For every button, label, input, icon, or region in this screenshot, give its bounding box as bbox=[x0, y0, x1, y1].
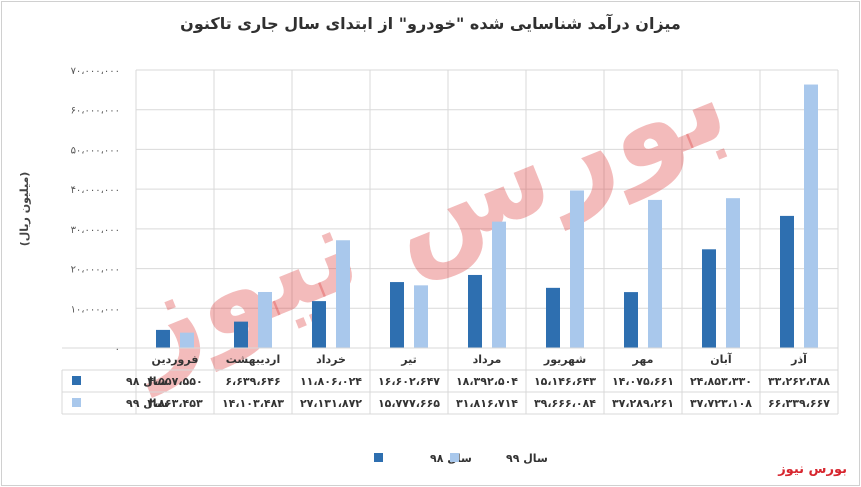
bar-series-99 bbox=[726, 198, 740, 348]
bar-series-99 bbox=[570, 190, 584, 348]
x-category-label: اردیبهشت bbox=[226, 353, 280, 366]
bar-series-98 bbox=[702, 249, 716, 348]
table-data-cell: ۱۴،۱۰۳،۴۸۳ bbox=[222, 397, 284, 410]
y-axis-label: (میلیون ریال) bbox=[18, 172, 31, 247]
x-category-label: تیر bbox=[400, 353, 416, 366]
table-series-name: سال ۹۹ bbox=[126, 397, 168, 410]
bar-series-98 bbox=[546, 287, 560, 348]
y-tick-label: ۷۰،۰۰۰،۰۰۰ bbox=[71, 66, 120, 77]
y-tick-label: ۴۰،۰۰۰،۰۰۰ bbox=[71, 185, 120, 196]
table-data-cell: ۳۱،۸۱۶،۷۱۴ bbox=[456, 397, 518, 410]
bar-series-98 bbox=[468, 274, 482, 348]
table-data-cell: ۱۴،۰۷۵،۶۶۱ bbox=[612, 375, 674, 388]
table-data-cell: ۶،۶۳۹،۶۴۶ bbox=[225, 375, 280, 388]
table-data-cell: ۲۴،۸۵۳،۳۳۰ bbox=[690, 375, 752, 388]
y-tick-label: ۲۰،۰۰۰،۰۰۰ bbox=[71, 265, 120, 276]
bar-series-99 bbox=[336, 240, 350, 348]
bar-series-98 bbox=[312, 301, 326, 348]
table-data-cell: ۶۶،۳۳۹،۶۶۷ bbox=[768, 397, 830, 410]
table-series-name: سال ۹۸ bbox=[126, 375, 168, 388]
table-data-cell: ۱۵،۱۴۶،۶۴۳ bbox=[534, 375, 596, 388]
table-data-cell: ۲۷،۱۳۱،۸۷۲ bbox=[300, 397, 362, 410]
x-category-label: آذر bbox=[790, 352, 807, 366]
chart-title: میزان درآمد شناسایی شده "خودرو" از ابتدا… bbox=[180, 14, 681, 33]
y-tick-label: ۳۰،۰۰۰،۰۰۰ bbox=[71, 225, 120, 236]
bar-series-99 bbox=[804, 84, 818, 349]
x-category-label: خرداد bbox=[316, 353, 346, 366]
y-tick-label: ۰ bbox=[115, 344, 120, 355]
x-category-label: فروردین bbox=[152, 353, 199, 366]
table-data-cell: ۱۱،۸۰۶،۰۲۴ bbox=[300, 375, 362, 388]
table-data-cell: ۳۷،۷۲۳،۱۰۸ bbox=[690, 397, 752, 410]
bar-series-99 bbox=[258, 291, 272, 348]
x-category-label: مهر bbox=[632, 353, 654, 366]
table-data-cell: ۴،۵۵۷،۵۵۰ bbox=[147, 375, 202, 388]
y-tick-label: ۶۰،۰۰۰،۰۰۰ bbox=[71, 106, 120, 117]
table-data-cell: ۳،۸۶۳،۴۵۳ bbox=[147, 397, 203, 410]
table-series-swatch bbox=[72, 398, 81, 407]
table-data-cell: ۱۵،۷۷۷،۶۶۵ bbox=[378, 397, 440, 410]
x-category-label: آبان bbox=[710, 352, 732, 366]
bar-series-99 bbox=[414, 285, 428, 348]
y-tick-label: ۵۰،۰۰۰،۰۰۰ bbox=[71, 145, 120, 156]
bar-series-98 bbox=[390, 282, 404, 348]
bar-series-98 bbox=[624, 292, 638, 348]
table-data-cell: ۱۸،۳۹۲،۵۰۴ bbox=[456, 375, 518, 388]
table-data-cell: ۳۷،۲۸۹،۲۶۱ bbox=[612, 397, 674, 410]
x-category-label: مرداد bbox=[473, 353, 502, 366]
bar-series-99 bbox=[492, 221, 506, 348]
bar-series-99 bbox=[180, 332, 194, 348]
x-category-label: شهریور bbox=[543, 353, 586, 366]
bar-series-98 bbox=[780, 215, 794, 348]
bar-series-99 bbox=[648, 199, 662, 348]
brand-logo-text: بورس نیوز bbox=[778, 462, 847, 477]
table-data-cell: ۱۶،۶۰۲،۶۴۷ bbox=[378, 375, 440, 388]
legend-swatch bbox=[374, 453, 383, 462]
table-data-cell: ۳۳،۲۶۲،۳۸۸ bbox=[768, 375, 830, 388]
bar-series-98 bbox=[156, 329, 170, 348]
y-tick-label: ۱۰،۰۰۰،۰۰۰ bbox=[71, 304, 120, 315]
bar-series-98 bbox=[234, 321, 248, 348]
table-series-swatch bbox=[72, 376, 81, 385]
legend-label: سال ۹۹ bbox=[506, 452, 548, 465]
legend-swatch bbox=[450, 453, 459, 462]
table-data-cell: ۳۹،۶۶۶،۰۸۴ bbox=[534, 397, 596, 410]
